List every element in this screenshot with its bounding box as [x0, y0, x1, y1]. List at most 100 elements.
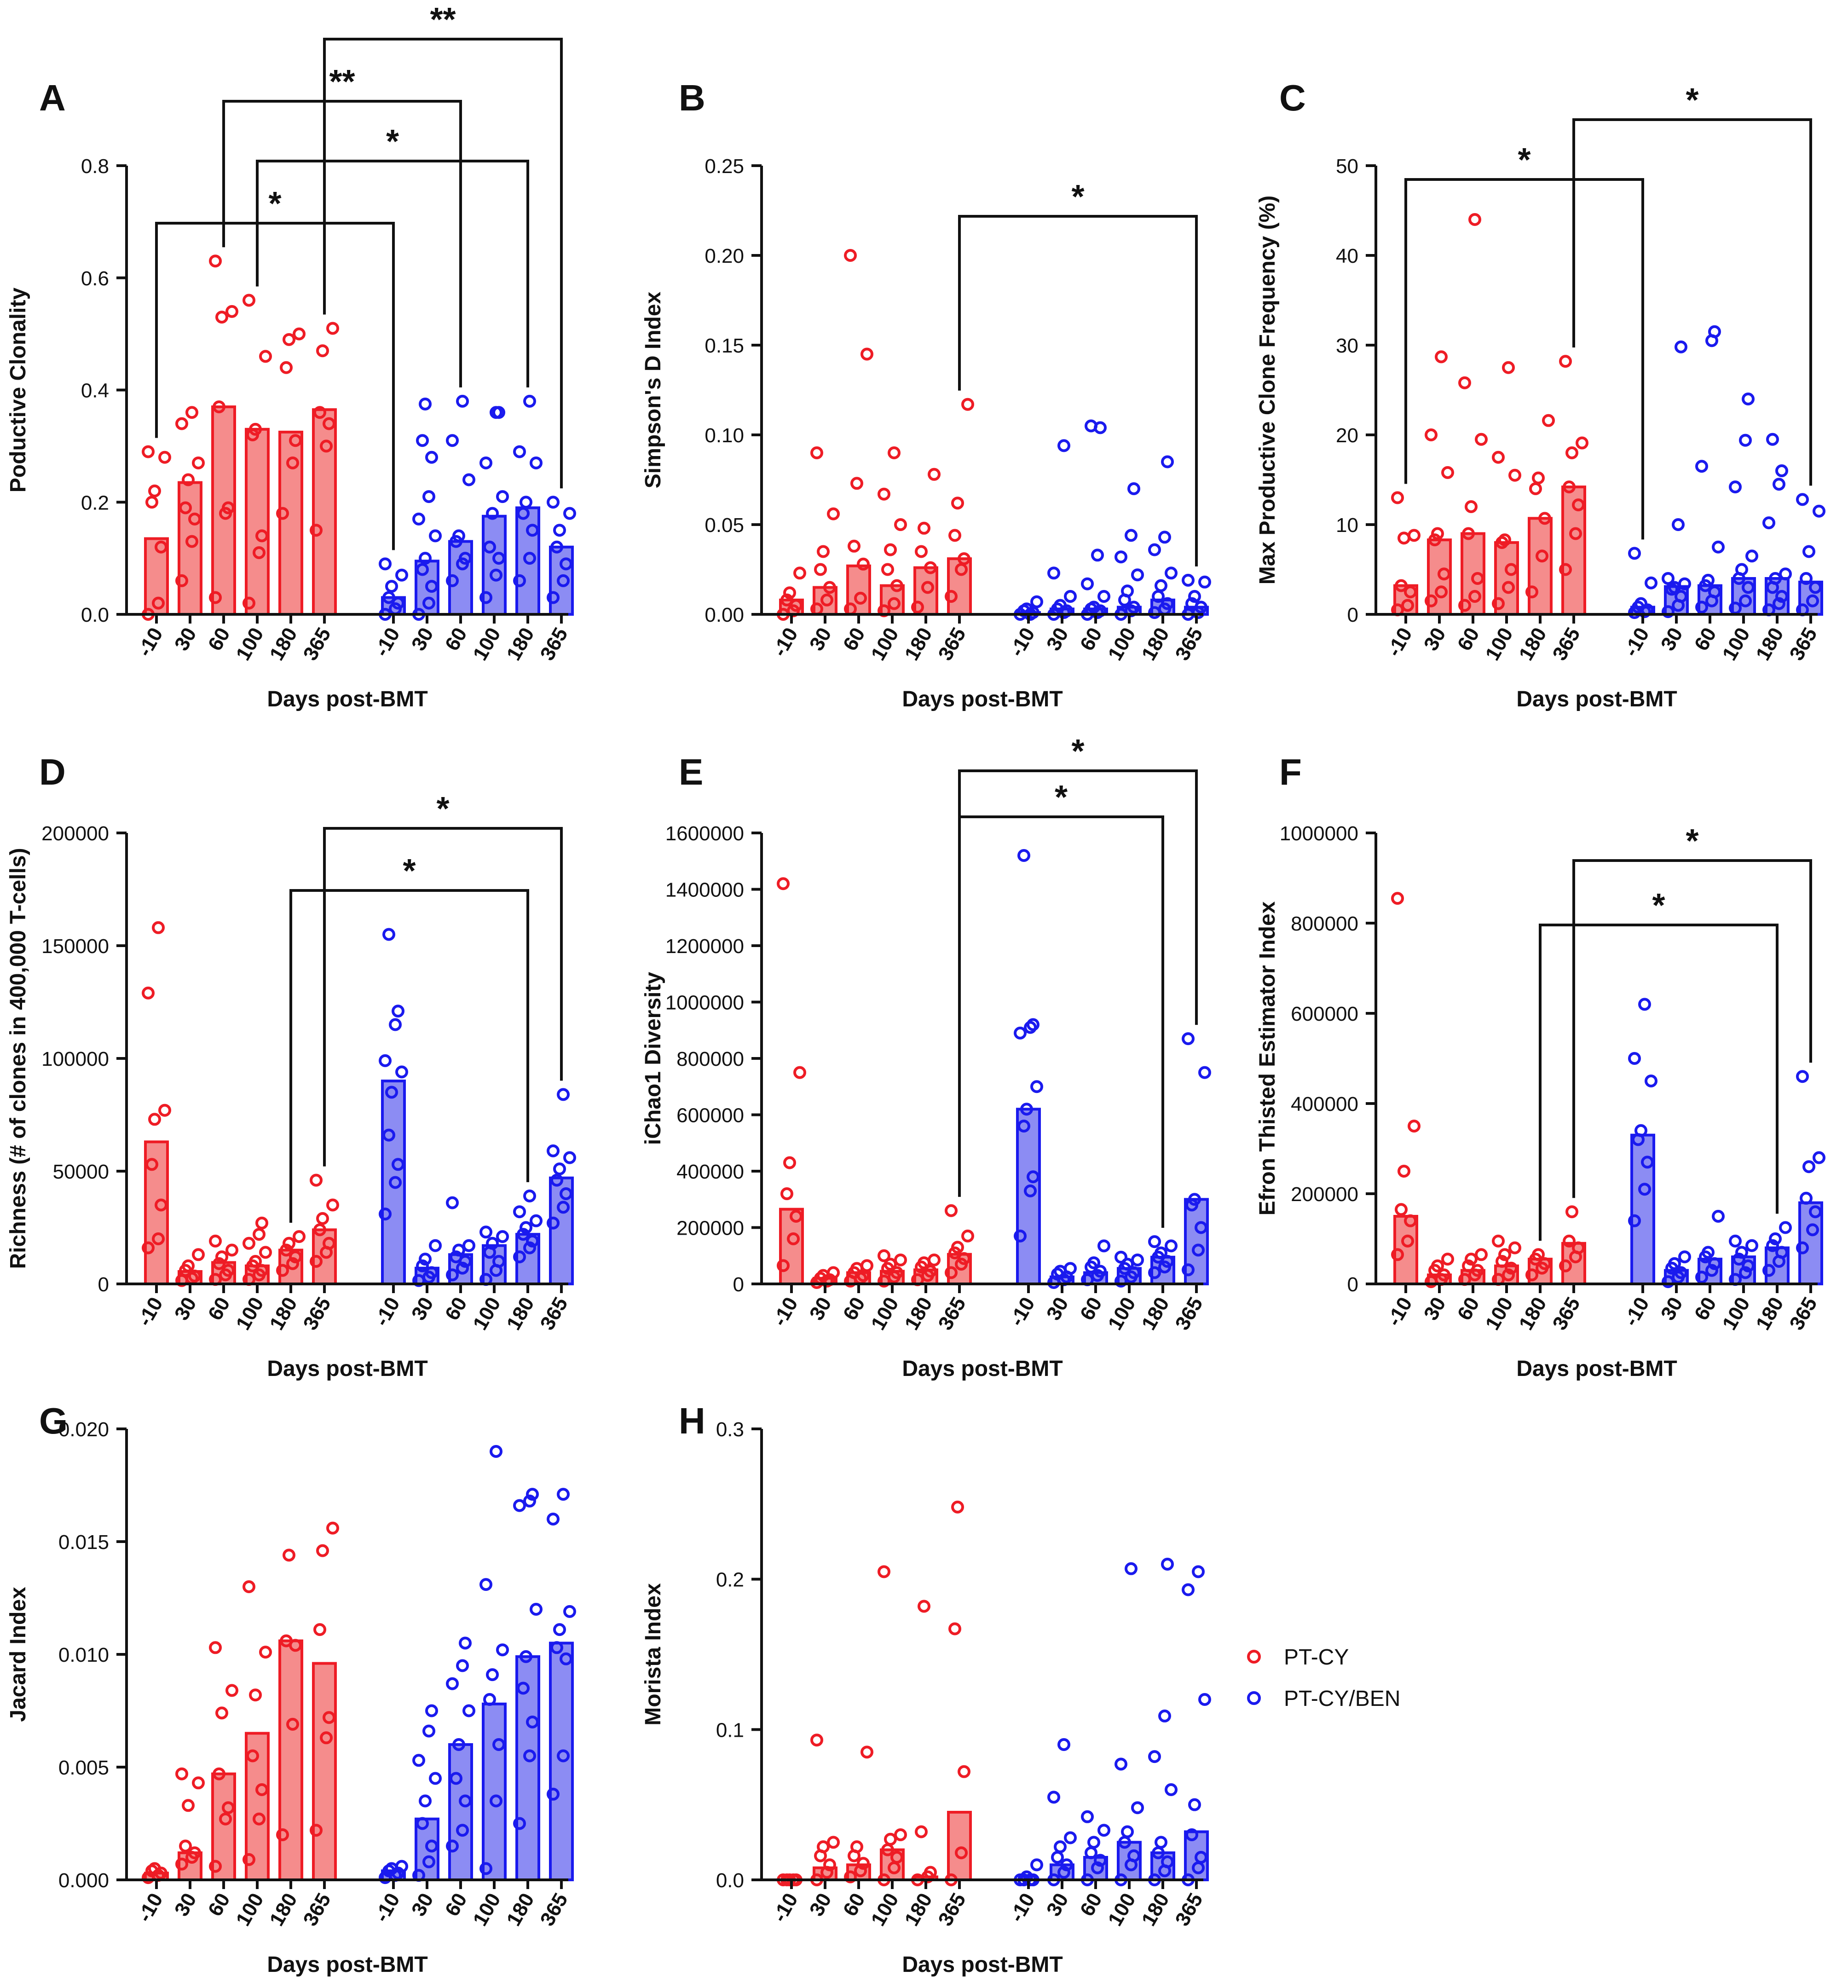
x-tick-label-d: 60 — [204, 1294, 235, 1324]
point-a-ptcyben-180 — [523, 552, 536, 565]
point-h-ptcyben-30 — [1047, 1791, 1060, 1804]
point-d-ptcyben--10 — [382, 1128, 395, 1142]
point-e-ptcyben-365 — [1182, 1263, 1195, 1277]
point-d-ptcy--10 — [145, 1158, 158, 1171]
point-a-ptcy-30 — [188, 512, 201, 526]
point-d-ptcyben-180 — [513, 1205, 526, 1219]
point-g-ptcy-180 — [283, 1549, 295, 1562]
bar-g-ptcy-365 — [312, 1662, 337, 1882]
point-b-ptcy-30 — [827, 507, 840, 520]
point-a-ptcy-60 — [215, 311, 228, 324]
point-a-ptcyben--10 — [385, 580, 398, 593]
point-h-ptcy-100 — [890, 1851, 903, 1864]
point-c-ptcy-30 — [1435, 585, 1448, 599]
point-d-ptcyben--10 — [389, 1018, 402, 1031]
x-tick-label-h: -10 — [1005, 1890, 1039, 1926]
y-tick-label-e: 1200000 — [665, 935, 744, 958]
point-g-ptcy-365 — [316, 1544, 329, 1557]
significance-label-e: * — [1071, 733, 1084, 770]
point-h-ptcyben-180 — [1161, 1558, 1174, 1571]
significance-label-c: * — [1686, 82, 1698, 119]
point-d-ptcyben--10 — [385, 1086, 398, 1099]
point-a-ptcyben-100 — [496, 490, 509, 503]
point-f-ptcy-60 — [1465, 1253, 1478, 1266]
point-h-ptcy-365 — [951, 1500, 964, 1514]
point-b-ptcy-30 — [814, 563, 827, 576]
point-b-ptcyben-100 — [1115, 550, 1127, 564]
x-tick-label-g: -10 — [133, 1890, 167, 1926]
point-f-ptcy-100 — [1505, 1261, 1518, 1275]
point-e-ptcy--10 — [777, 1259, 790, 1272]
point-b-ptcy-100 — [878, 604, 890, 618]
point-h-ptcyben-365 — [1188, 1798, 1201, 1811]
point-c-ptcyben-365 — [1813, 504, 1825, 518]
point-e-ptcyben-30 — [1064, 1262, 1077, 1275]
x-tick-label-d: 365 — [536, 1294, 572, 1334]
point-a-ptcy-30 — [192, 456, 205, 469]
point-f-ptcy--10 — [1391, 892, 1404, 905]
point-c-ptcy-365 — [1576, 436, 1588, 450]
point-d-ptcy-30 — [188, 1269, 201, 1283]
point-d-ptcyben-365 — [560, 1187, 572, 1200]
bar-a-ptcyben-180 — [515, 506, 540, 616]
point-b-ptcyben-365 — [1185, 597, 1198, 610]
point-c-ptcyben-180 — [1762, 516, 1775, 530]
point-a-ptcyben-60 — [446, 434, 459, 447]
y-axis-title-b: Simpson's D Index — [641, 291, 665, 488]
point-b-ptcyben-30 — [1047, 566, 1060, 580]
point-h-ptcyben-30 — [1057, 1738, 1070, 1751]
point-c-ptcyben-60 — [1695, 601, 1708, 614]
point-e-ptcy-365 — [961, 1229, 974, 1242]
point-d-ptcyben--10 — [389, 1176, 402, 1189]
x-axis-title-c: Days post-BMT — [1516, 687, 1677, 711]
point-h-ptcyben-365 — [1182, 1583, 1195, 1596]
significance-bracket-d — [289, 889, 529, 1223]
point-b-ptcyben-30 — [1057, 439, 1070, 452]
point-a-ptcy-365 — [320, 439, 333, 453]
point-g-ptcyben-180 — [523, 1749, 536, 1763]
point-d-ptcyben-60 — [446, 1268, 459, 1282]
panel-letter-a: A — [39, 77, 66, 118]
x-tick-label-e: 365 — [934, 1294, 970, 1334]
point-e-ptcy-365 — [951, 1241, 964, 1254]
point-d-ptcy-180 — [283, 1237, 295, 1250]
y-tick-label-a: 0.0 — [81, 604, 109, 626]
point-d-ptcy-100 — [259, 1246, 272, 1259]
point-e-ptcyben-180 — [1148, 1266, 1161, 1279]
point-a-ptcy-30 — [185, 535, 198, 548]
point-d-ptcyben-100 — [496, 1230, 509, 1243]
point-a-ptcyben-60 — [452, 529, 465, 543]
point-c-ptcy-60 — [1458, 599, 1471, 612]
point-e-ptcyben-180 — [1165, 1239, 1178, 1253]
point-g-ptcy-60 — [209, 1860, 222, 1873]
point-c-ptcy-60 — [1475, 433, 1488, 446]
y-tick-label-b: 0.05 — [705, 514, 744, 537]
point-b-ptcyben-180 — [1165, 566, 1178, 580]
x-tick-label-d: 100 — [469, 1294, 505, 1334]
point-f-ptcy--10 — [1395, 1203, 1408, 1216]
point-h-ptcyben-180 — [1148, 1750, 1161, 1763]
point-d-ptcyben--10 — [392, 1158, 404, 1171]
point-a-ptcy-180 — [276, 507, 289, 520]
point-c-ptcy-100 — [1502, 581, 1515, 594]
point-g-ptcyben-180 — [517, 1682, 530, 1695]
point-b-ptcy-30 — [817, 545, 830, 558]
point-g-ptcyben-180 — [526, 1488, 539, 1501]
y-tick-label-f: 800000 — [1291, 913, 1358, 935]
bar-c-ptcy-180 — [1528, 517, 1553, 616]
point-e-ptcy-180 — [928, 1253, 941, 1266]
point-a-ptcy-365 — [316, 344, 329, 358]
x-tick-label-d: -10 — [133, 1294, 167, 1330]
point-a-ptcy--10 — [152, 596, 165, 610]
y-tick-label-b: 0.10 — [705, 424, 744, 447]
point-g-ptcy-60 — [209, 1641, 222, 1654]
x-tick-label-g: 60 — [441, 1890, 472, 1920]
point-a-ptcyben-100 — [479, 456, 492, 469]
x-tick-label-c: 30 — [1657, 624, 1687, 655]
point-a-ptcy-180 — [289, 434, 302, 447]
point-d-ptcyben-180 — [513, 1250, 526, 1264]
point-a-ptcy-100 — [249, 422, 262, 436]
point-h-ptcyben-30 — [1051, 1851, 1064, 1864]
